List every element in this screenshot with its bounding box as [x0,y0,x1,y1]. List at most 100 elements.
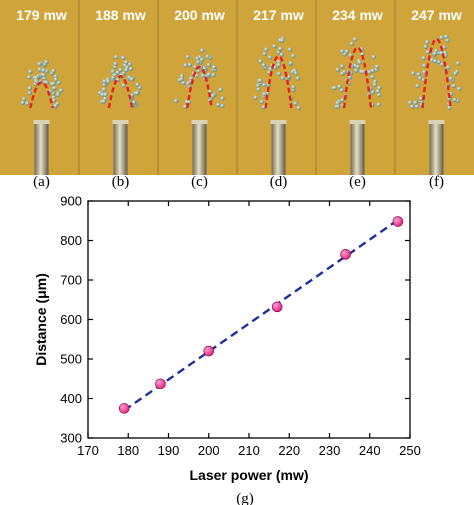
particle [371,54,376,60]
particle [342,69,347,75]
particle [258,59,263,64]
particle [110,69,116,74]
optical-fiber [113,122,128,175]
particle [196,60,201,65]
particle [44,59,49,65]
particle [53,103,58,108]
y-tick-label: 700 [60,273,82,288]
particle [262,51,267,57]
particle [183,104,188,110]
particle [253,95,258,100]
photo-panel: 234 mw [315,0,383,175]
power-label: 188 mw [95,7,146,23]
particle [417,76,423,81]
particle [335,67,340,72]
trajectory-arc [421,37,452,109]
trajectory-arc [29,81,54,109]
particle [278,46,283,51]
particle [187,62,193,67]
particle [21,96,27,102]
data-point [155,378,166,390]
particle [361,69,366,75]
particle [279,52,284,57]
particle [448,76,454,81]
x-tick-label: 220 [278,443,300,458]
photo-panel: 188 mw [78,0,146,175]
particle [205,54,210,59]
particle [342,52,347,57]
photo-panel: 200 mw [157,0,225,175]
panel-letter: (c) [191,174,208,190]
particle [53,74,58,79]
y-axis-label: Distance (μm) [33,273,49,366]
particle [347,75,353,80]
particle [374,64,380,69]
particle [447,105,452,111]
particle [263,47,269,52]
particle [262,82,267,88]
particle [100,92,105,98]
particle [296,105,301,111]
particle [337,84,342,89]
particle [276,62,281,68]
particle [352,37,358,42]
particle [210,93,216,99]
particle [135,82,140,88]
x-axis-label: Laser power (mw) [189,467,308,483]
particle [185,54,190,60]
particle [199,57,205,62]
particle [55,92,61,98]
particle [370,90,375,95]
particle [200,48,205,53]
particle [416,72,421,77]
particle [432,51,438,56]
fiber-tip [270,120,287,124]
particle [339,88,345,93]
y-tick-label: 300 [60,431,82,446]
particle [181,80,186,86]
particle [196,68,201,74]
x-tick-label: 240 [359,443,381,458]
distance-vs-power-chart: 170 180 190 200 210 220 230 240 250 300 400 500 600 7… [33,194,421,505]
power-label: 200 mw [174,7,225,23]
y-tick-label: 800 [60,233,82,248]
particle [212,65,217,70]
particle [194,73,199,79]
particle [256,87,261,92]
particle [211,72,216,78]
particle [293,71,299,76]
particle [101,87,107,92]
particle [51,81,56,87]
particle [372,82,378,87]
particle [106,79,111,84]
plot-frame [87,200,411,439]
particle [56,80,62,86]
particle [439,35,444,40]
particle [376,92,382,98]
particle [335,101,340,106]
particle [261,62,266,68]
particle [291,53,296,59]
particle [340,63,345,69]
particle [367,70,372,75]
particle [121,83,126,88]
particle [112,72,117,78]
particle [422,63,427,68]
particle [179,77,184,82]
particle [259,99,265,105]
particle [134,91,140,96]
particle [276,59,282,65]
particle [414,104,420,109]
y-tick-label: 400 [60,391,82,406]
fiber-tip [191,120,208,124]
photo-panel: 217 mw [236,0,304,175]
particle [452,97,457,103]
particle [276,71,282,77]
particle [375,89,381,94]
particle [183,63,188,68]
particle [354,68,359,73]
particle [451,83,457,89]
particle [128,66,134,72]
data-point [203,345,215,357]
particle [206,72,212,77]
